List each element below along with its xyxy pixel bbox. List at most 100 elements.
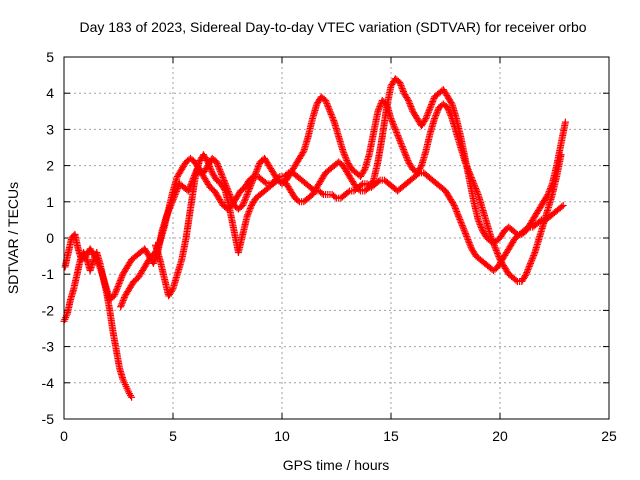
data-point <box>149 259 157 267</box>
data-point-interp <box>425 107 433 115</box>
x-tick-label: 0 <box>60 428 68 444</box>
data-point-interp <box>428 99 436 107</box>
data-point-interp <box>115 280 123 288</box>
data-point-interp <box>325 104 333 112</box>
data-point-interp <box>119 297 127 305</box>
data-point-interp <box>246 184 254 192</box>
data-point-interp <box>454 211 462 219</box>
data-point-interp <box>90 251 98 259</box>
data-point-interp <box>117 301 125 309</box>
data-point-interp <box>325 106 333 114</box>
data-point-interp <box>218 170 226 178</box>
data-point-interp <box>118 272 126 280</box>
y-tick-label: 1 <box>46 194 54 210</box>
data-point-interp <box>523 267 531 275</box>
data-point-interp <box>255 161 263 169</box>
data-point-interp <box>213 160 221 168</box>
data-point-interp <box>360 167 368 175</box>
data-point-interp <box>406 101 414 109</box>
data-point-interp <box>254 164 262 172</box>
data-point-interp <box>526 261 534 269</box>
data-point-interp <box>521 272 529 280</box>
data-point-interp <box>398 141 406 149</box>
data-point <box>387 115 395 123</box>
data-point-interp <box>528 256 536 264</box>
data-point-interp <box>248 178 256 186</box>
data-point-interp <box>396 80 404 88</box>
data-point-interp <box>465 237 473 245</box>
data-point-interp <box>536 217 544 225</box>
data-point-interp <box>396 138 404 146</box>
data-point-interp <box>524 266 532 274</box>
data-point-interp <box>398 142 406 150</box>
data-point-interp <box>328 114 336 122</box>
data-point-interp <box>322 98 330 106</box>
data-point-interp <box>249 175 257 183</box>
data-point-interp <box>343 156 351 164</box>
data-point-interp <box>242 192 250 200</box>
data-point <box>459 223 467 231</box>
data-point-interp <box>490 242 498 250</box>
data-point <box>422 115 430 123</box>
data-point-interp <box>546 186 554 194</box>
data-point-interp <box>206 163 214 171</box>
y-tick-label: -4 <box>42 375 55 391</box>
data-point-interp <box>205 160 213 168</box>
data-point-interp <box>467 243 475 251</box>
data-point-interp <box>220 185 228 193</box>
data-point <box>128 393 136 401</box>
data-point-interp <box>375 104 383 112</box>
data-point-interp <box>355 186 363 194</box>
data-point-interp <box>244 209 252 217</box>
data-point-interp <box>434 107 442 115</box>
data-point-interp <box>466 240 474 248</box>
y-tick-label: -2 <box>42 302 55 318</box>
data-point-interp <box>241 195 249 203</box>
data-point-interp <box>548 181 556 189</box>
data-point <box>426 104 434 112</box>
data-point <box>117 303 125 311</box>
data-point-interp <box>453 209 461 217</box>
data-point-interp <box>388 118 396 126</box>
data-point-interp <box>460 226 468 234</box>
data-point <box>247 180 255 188</box>
data-point-interp <box>475 219 483 227</box>
data-point-interp <box>427 101 435 109</box>
data-point-interp <box>403 153 411 161</box>
data-point-interp <box>205 161 213 169</box>
data-point-interp <box>528 255 536 263</box>
data-point-interp <box>492 246 500 254</box>
data-point <box>404 96 412 104</box>
data-point-interp <box>216 166 224 174</box>
data-point-interp <box>214 161 222 169</box>
data-point-interp <box>546 184 554 192</box>
data-point-interp <box>477 222 485 230</box>
data-point-interp <box>447 99 455 107</box>
data-point <box>561 118 569 126</box>
data-point-interp <box>240 198 248 206</box>
data-point-interp <box>494 251 502 259</box>
data-point-interp <box>111 289 119 297</box>
data-point-interp <box>486 236 494 244</box>
data-point <box>243 191 251 199</box>
data-point <box>463 234 471 242</box>
data-point-interp <box>392 127 400 135</box>
data-point-interp <box>342 155 350 163</box>
data-point-interp <box>407 103 415 111</box>
data-point-interp <box>423 113 431 121</box>
data-point-interp <box>402 152 410 160</box>
data-point-interp <box>525 262 533 270</box>
data-point-interp <box>391 124 399 132</box>
data-point-interp <box>118 300 126 308</box>
y-tick-label: 0 <box>46 230 54 246</box>
data-point-interp <box>369 178 377 186</box>
data-point <box>522 270 530 278</box>
data-point-interp <box>251 170 259 178</box>
data-point-interp <box>523 269 531 277</box>
data-point-interp <box>462 231 470 239</box>
data-point <box>391 125 399 133</box>
data-point-interp <box>465 239 473 247</box>
data-point-interp <box>208 167 216 175</box>
y-axis-label: SDTVAR / TECUs <box>5 182 21 294</box>
data-point <box>239 201 247 209</box>
